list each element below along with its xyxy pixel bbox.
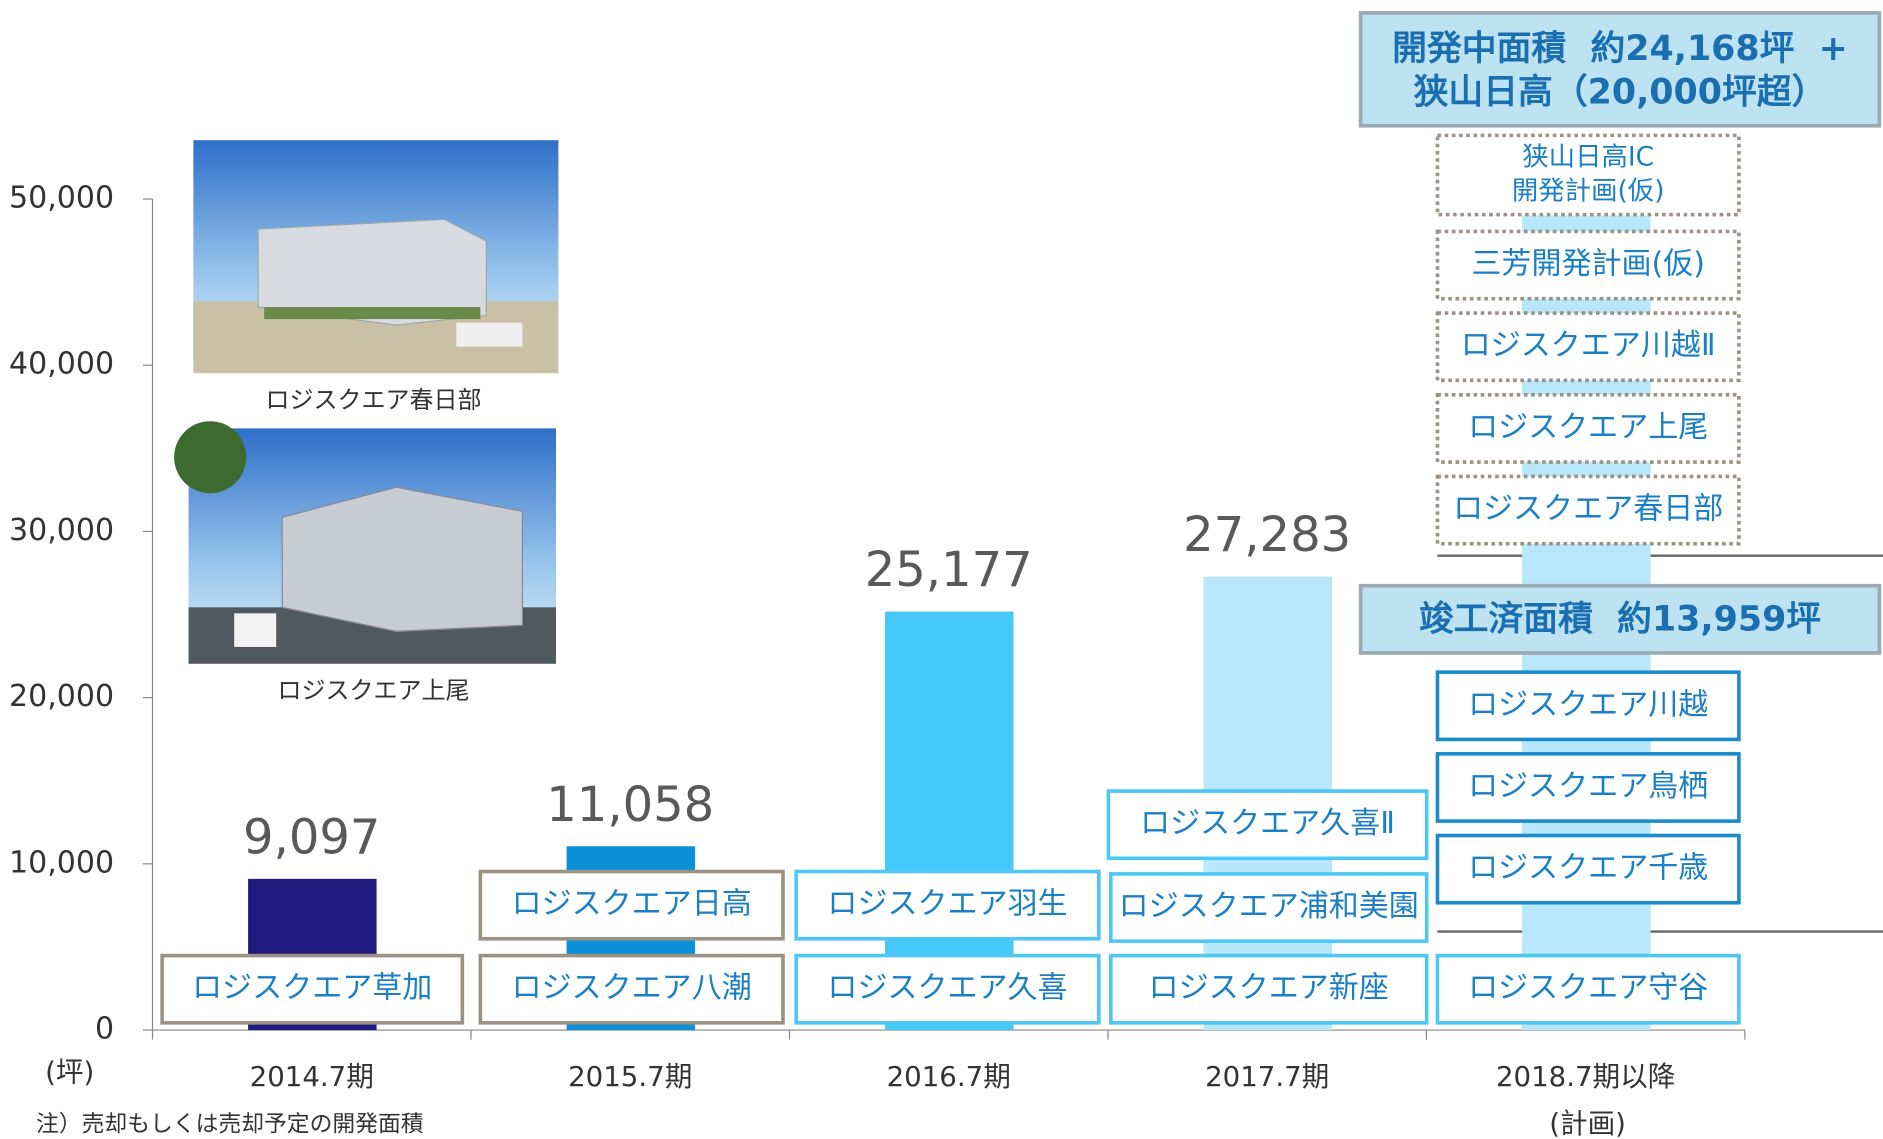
label-box [1435,229,1741,301]
box-label: ロジスクエア春日部 [1453,492,1723,527]
box-label: ロジスクエア羽生 [827,887,1067,922]
y-tick-label: 30,000 [9,513,114,548]
x-tick-label: 2016.7期 [887,1060,1011,1093]
label-box [1435,133,1741,217]
box-label: 狭山日高IC [1522,142,1654,173]
label-box [1435,953,1741,1025]
header-text: 竣工済面積 約13,959坪 [1419,599,1821,640]
y-tick-label: 20,000 [9,679,114,714]
box-label: ロジスクエア鳥栖 [1468,769,1708,804]
header-text: 開発中面積 約24,168坪 + [1392,29,1848,69]
box-label: ロジスクエア浦和美園 [1119,889,1419,924]
header-text: 狭山日高（20,000坪超） [1414,72,1827,112]
box-label: ロジスクエア千歳 [1468,851,1708,886]
label-box [794,953,1101,1025]
box-label: ロジスクエア川越Ⅱ [1461,328,1716,363]
box-label: 三芳開発計画(仮) [1471,247,1705,282]
box-label: ロジスクエア久喜 [827,971,1067,1006]
label-box [1435,752,1741,823]
x-tick-label: 2015.7期 [568,1060,692,1093]
box-label: ロジスクエア草加 [192,971,432,1006]
label-box [1109,872,1429,943]
photo-caption: ロジスクエア上尾 [277,676,469,704]
box-label: ロジスクエア久喜Ⅱ [1140,806,1395,841]
box-label: ロジスクエア上尾 [1468,410,1708,445]
y-tick-label: 10,000 [9,845,114,880]
box-label: ロジスクエア日高 [512,887,752,922]
label-box [1435,474,1741,546]
header-box [1358,583,1882,655]
label-box [478,953,785,1025]
y-unit: (坪) [45,1055,94,1088]
photo [174,421,557,664]
label-box [794,869,1101,941]
box-label: ロジスクエア新座 [1149,971,1389,1006]
header-box [1358,11,1882,128]
data-label: 11,058 [546,777,714,833]
y-tick-label: 50,000 [9,181,114,216]
category-note: (計画) [1549,1107,1626,1139]
label-box [160,953,465,1025]
label-box [1109,953,1429,1025]
data-label: 25,177 [865,542,1033,598]
label-box [1435,392,1741,464]
box-label: 開発計画(仮) [1512,175,1665,206]
note: 注）売却もしくは売却予定の開発面積 [36,1111,424,1137]
y-tick-label: 40,000 [9,347,114,382]
photo [193,140,559,374]
label-box [1435,311,1741,383]
y-tick-label: 0 [95,1012,114,1047]
photo-caption: ロジスクエア春日部 [265,386,481,414]
label-box [1435,670,1741,742]
label-box [478,869,785,941]
box-label: ロジスクエア川越 [1468,687,1708,722]
x-tick-label: 2014.7期 [250,1060,374,1093]
box-label: ロジスクエア守谷 [1468,971,1708,1006]
x-tick-label: 2017.7期 [1205,1060,1329,1093]
label-box [1435,833,1741,905]
x-tick-label: 2018.7期以降 [1496,1060,1675,1093]
data-label: 9,097 [243,809,380,865]
box-label: ロジスクエア八潮 [512,971,752,1006]
data-label: 27,283 [1183,507,1351,563]
label-box [1106,789,1429,861]
